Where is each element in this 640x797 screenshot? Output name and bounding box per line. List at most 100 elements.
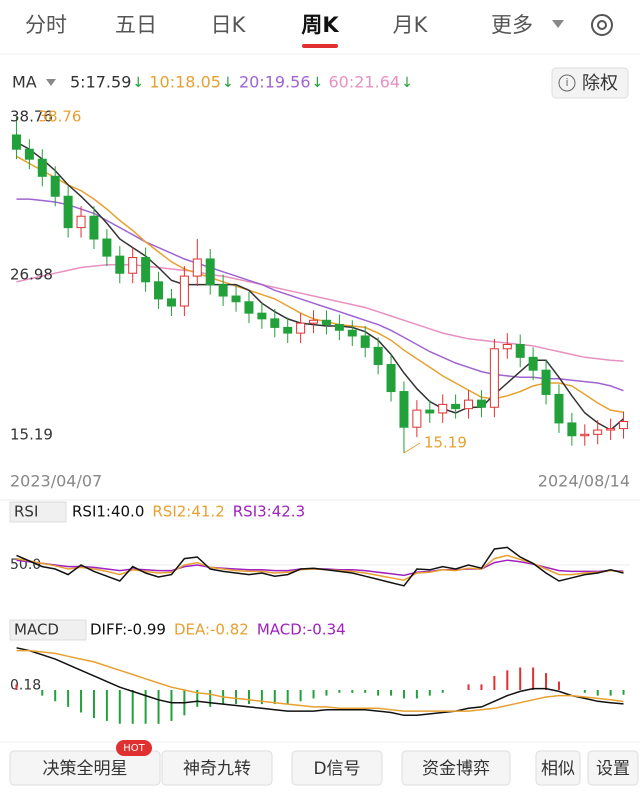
candle-body [89, 215, 99, 240]
candle-body [50, 175, 60, 197]
macd-tag[interactable] [9, 619, 87, 641]
candle-body [11, 134, 21, 150]
settings-icon[interactable] [591, 14, 613, 36]
info-icon-text: i [565, 76, 568, 89]
more-dropdown [552, 20, 564, 28]
candle-body [166, 298, 176, 307]
ma-arrow: ↓ [401, 75, 413, 91]
toolbar-label: 决策全明星 [43, 759, 128, 779]
hot-badge [116, 740, 152, 756]
ma-line [16, 263, 624, 362]
tab[interactable]: 分时 [25, 13, 67, 37]
toolbar-label: 神奇九转 [183, 759, 251, 779]
toolbar-button[interactable] [9, 750, 161, 786]
rsi-value: RSI3:42.3 [233, 503, 305, 521]
candle-body [270, 318, 280, 328]
ma-line [16, 155, 624, 413]
ma-line [16, 198, 624, 392]
macd-label: MACD [14, 621, 59, 639]
macd-line [16, 649, 624, 712]
candle-body [205, 258, 215, 286]
rsi-tag[interactable] [9, 501, 67, 523]
tab[interactable]: 五日 [115, 13, 157, 37]
toolbar-button[interactable] [587, 750, 639, 786]
candle-body [399, 391, 409, 428]
ma-value: 10:18.05 [149, 73, 221, 92]
rights-label: 除权 [582, 73, 618, 94]
toolbar-button[interactable] [291, 750, 383, 786]
candle-body [115, 255, 125, 274]
toolbar-label: 设置 [596, 759, 630, 779]
ma-arrow: ↓ [312, 75, 324, 91]
price-tick: 38.76 [10, 108, 53, 126]
candle-body [554, 393, 564, 424]
candle-body [231, 295, 241, 303]
tab[interactable]: 周K [301, 13, 339, 37]
candle-body [541, 369, 551, 395]
rsi-label: RSI [14, 503, 38, 521]
toolbar-button[interactable] [161, 750, 273, 786]
candle-body [218, 284, 228, 297]
candle-body [283, 326, 293, 334]
candle-body [128, 257, 138, 274]
toolbar-button[interactable] [535, 750, 581, 786]
candle-body [321, 319, 331, 326]
ma-dropdown[interactable] [46, 79, 56, 86]
candle-body [476, 399, 486, 408]
candle-body [528, 356, 538, 371]
macd-value: DEA:-0.82 [174, 621, 249, 639]
macd-tick: 0.18 [10, 677, 41, 693]
candle-body [102, 238, 112, 257]
toolbar-label: 资金博弈 [422, 759, 490, 779]
date-start: 2023/04/07 [10, 472, 102, 491]
candle-body [360, 335, 370, 348]
price-tick: 26.98 [10, 265, 53, 283]
tab[interactable]: 月K [393, 13, 429, 37]
macd-value: MACD:-0.34 [257, 621, 346, 639]
candle-body [347, 329, 357, 337]
candle-body [438, 403, 448, 414]
macd-value: DIFF:-0.99 [90, 621, 166, 639]
candle-body [464, 399, 474, 410]
rsi-value: RSI2:41.2 [152, 503, 224, 521]
candle-body [192, 258, 202, 277]
low-marker-line [403, 442, 421, 454]
candle-body [502, 344, 512, 350]
ma-value: 5:17.59 [70, 73, 131, 92]
ma-arrow: ↓ [132, 75, 144, 91]
candle-body [606, 428, 616, 431]
tab[interactable]: 更多 [491, 13, 533, 37]
macd-line [16, 647, 624, 717]
candle-body [179, 275, 189, 307]
ma-label[interactable]: MA [12, 73, 37, 92]
toolbar-button[interactable] [401, 750, 511, 786]
tab-underline [302, 44, 338, 48]
candle-body [24, 148, 34, 160]
candle-body [619, 420, 629, 430]
candle-body [451, 403, 461, 410]
info-icon [558, 74, 576, 92]
candle-body [154, 281, 164, 300]
candle-body [425, 409, 435, 414]
candle-body [309, 319, 319, 324]
date-end: 2024/08/14 [538, 472, 630, 491]
candle-body [489, 348, 499, 408]
candle-body [386, 363, 396, 393]
tab[interactable]: 日K [211, 13, 247, 37]
candle-body [296, 322, 306, 334]
candle-body [580, 433, 590, 437]
high-marker: 38.76 [38, 108, 81, 126]
toolbar-label: 相似 [541, 759, 575, 779]
candle-body [244, 301, 254, 314]
candle-body [593, 429, 603, 435]
candle-body [63, 195, 73, 229]
low-marker: 15.19 [424, 434, 467, 452]
ma-arrow: ↓ [222, 75, 234, 91]
hot-text: HOT [123, 743, 145, 754]
ma-line [16, 141, 624, 431]
candle-body [141, 257, 151, 283]
candle-body [412, 409, 422, 428]
price-tick: 15.19 [10, 426, 53, 444]
candle-body [373, 346, 383, 365]
